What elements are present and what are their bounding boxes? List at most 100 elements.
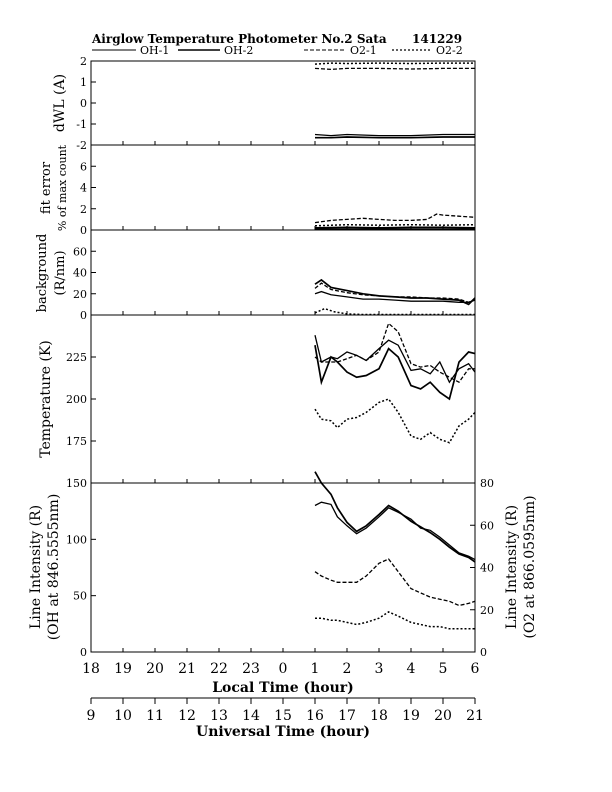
y-tick-label: 20 [73, 288, 87, 301]
local-tick-label: 2 [343, 661, 352, 677]
local-tick-label: 3 [375, 661, 384, 677]
panel-frame [90, 60, 476, 146]
panel-frame [90, 314, 476, 484]
series-line-oh-2 [314, 345, 476, 401]
panel-dwl: 2 1 0 -1 -2 [76, 55, 476, 152]
y2-tick-label: 40 [480, 562, 494, 575]
panel-temperature: 225 200 175 [66, 314, 476, 484]
universal-tick-label: 12 [178, 708, 196, 724]
local-tick-label: 1 [311, 661, 320, 677]
y-tick-label: 0 [80, 646, 87, 659]
series-line-oh-2 [314, 471, 476, 563]
y-tick-label: 60 [73, 245, 87, 258]
intensity-y2label: Line Intensity (R) [504, 505, 520, 629]
local-tick-label: 19 [114, 661, 132, 677]
y2-tick-label: 80 [480, 477, 494, 490]
intensity-y2label-2: (O2 at 866.0595nm) [522, 495, 538, 638]
y-tick-label: 6 [80, 160, 87, 173]
local-tick-label: 4 [407, 661, 416, 677]
background-ylabel: background [35, 234, 50, 313]
universal-tick-label: 17 [338, 708, 356, 724]
series-line-oh-2 [315, 136, 475, 139]
series-line-oh-1 [314, 501, 476, 561]
local-tick-label: 20 [146, 661, 164, 677]
panel-frame [90, 482, 476, 653]
universal-tick-label: 18 [370, 708, 388, 724]
universal-tick-label: 13 [210, 708, 228, 724]
background-ylabel-2: (R/nm) [53, 250, 68, 295]
legend: OH-1 OH-2 O2-1 O2-2 [92, 44, 463, 57]
y2-tick-label: 60 [480, 519, 494, 532]
y-tick-label: 0 [80, 224, 87, 237]
series-line-oh-1 [314, 335, 476, 384]
series-line-oh-1 [314, 290, 476, 303]
series-line-o2-1 [314, 67, 475, 71]
series-line-oh-2 [314, 226, 476, 229]
y-tick-label: 50 [73, 590, 87, 603]
figure-date: 141229 [412, 32, 462, 46]
local-time-label: Local Time (hour) [212, 680, 354, 696]
y2-tick-label: 0 [480, 646, 487, 659]
local-tick-label: 0 [279, 661, 288, 677]
legend-label-oh-2: OH-2 [224, 44, 253, 57]
y-tick-label: 175 [66, 435, 87, 448]
universal-tick-label: 9 [87, 708, 96, 724]
figure-title: Airglow Temperature Photometer No.2 Sata [91, 32, 387, 46]
y-tick-label: -1 [76, 118, 87, 131]
panel-intensity: 150 100 50 0 80 60 40 20 0 [66, 471, 494, 659]
series-line-o2-1 [314, 558, 476, 607]
series-line-o2-2 [314, 62, 475, 65]
universal-tick-label: 21 [466, 708, 484, 724]
local-tick-label: 18 [82, 661, 100, 677]
universal-tick-label: 16 [306, 708, 324, 724]
legend-label-o2-2: O2-2 [436, 44, 463, 57]
y-tick-label: 150 [66, 477, 87, 490]
series-line-o2-1 [314, 213, 476, 224]
panel-fit: 6 4 2 0 [80, 144, 476, 237]
chart-panels: 210-1-2642060402002252001751501005008060… [66, 55, 494, 659]
universal-tick-label: 11 [146, 708, 164, 724]
y-tick-label: 200 [66, 393, 87, 406]
dwl-ylabel: dWL (A) [52, 74, 68, 132]
local-tick-label: 5 [439, 661, 448, 677]
fit-ylabel: fit error [39, 161, 54, 214]
universal-tick-label: 15 [274, 708, 292, 724]
series-line-o2-2 [314, 307, 475, 316]
intensity-ylabel: Line Intensity (R) [28, 505, 44, 629]
series-line-o2-2 [314, 398, 476, 444]
panel-background: 60 40 20 0 [73, 229, 476, 322]
panel-frame [90, 144, 476, 231]
local-tick-label: 6 [471, 661, 480, 677]
series-line-o2-2 [315, 611, 475, 630]
intensity-ylabel-2: (OH at 846.5555nm) [46, 494, 62, 641]
series-line-o2-1 [314, 322, 475, 384]
local-tick-label: 22 [210, 661, 228, 677]
universal-tick-label: 14 [242, 708, 260, 724]
legend-label-o2-1: O2-1 [350, 44, 377, 57]
temperature-ylabel: Temperature (K) [38, 340, 54, 458]
y-tick-label: 225 [66, 351, 87, 364]
series-line-oh-1 [314, 133, 475, 137]
x-axes: 18 19 20 21 22 23 0 1 2 3 4 5 69 10 11 12 13 14 15 16 17 18 19… [82, 661, 484, 724]
fit-ylabel-2: % of max count [56, 144, 69, 231]
universal-time-label: Universal Time (hour) [196, 724, 370, 740]
universal-tick-label: 10 [114, 708, 132, 724]
local-tick-label: 23 [242, 661, 260, 677]
series-line-o2-2 [314, 223, 476, 227]
y-tick-label: 2 [80, 203, 87, 216]
y-tick-label: 1 [80, 76, 87, 89]
y-tick-label: 4 [80, 182, 87, 195]
series-line-o2-1 [314, 282, 476, 304]
y2-tick-label: 20 [480, 604, 494, 617]
y-tick-label: 40 [73, 267, 87, 280]
universal-tick-label: 19 [402, 708, 420, 724]
local-tick-label: 21 [178, 661, 196, 677]
legend-label-oh-1: OH-1 [140, 44, 169, 57]
y-tick-label: 0 [80, 97, 87, 110]
y-tick-label: 100 [66, 533, 87, 546]
universal-tick-label: 20 [434, 708, 452, 724]
panel-frame [90, 229, 476, 316]
y-tick-label: -2 [76, 139, 87, 152]
y-tick-label: 0 [80, 309, 87, 322]
